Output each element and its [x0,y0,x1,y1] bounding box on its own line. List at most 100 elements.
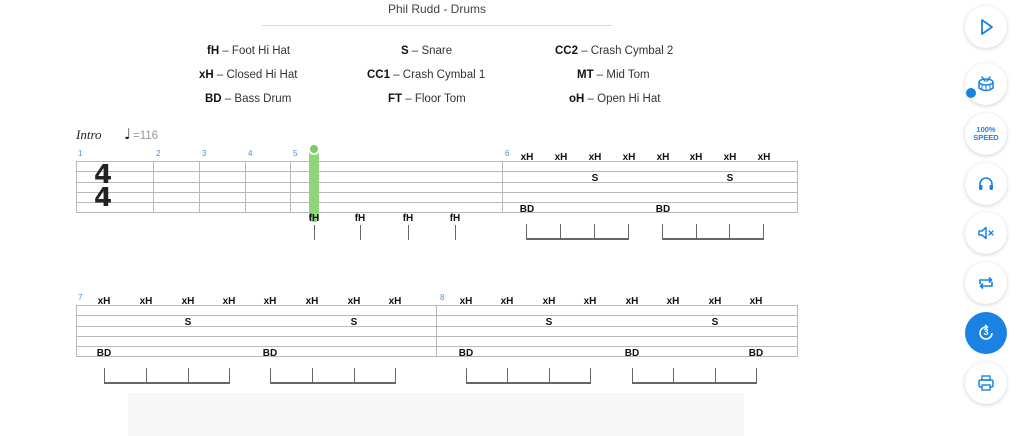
note-xH: xH [689,152,703,163]
note-stem [526,224,527,240]
note-xH: xH [625,296,639,307]
instrument-button[interactable] [965,63,1007,105]
legend-item-fH: fH – Foot Hi Hat [207,45,291,57]
count-in-value: 3 [983,327,989,337]
staff-line [76,305,798,306]
note-xH: xH [388,296,402,307]
note-xH: xH [181,296,195,307]
bar-number: 1 [78,149,83,158]
note-xH: xH [708,296,722,307]
playback-cursor[interactable] [309,148,319,222]
legend-item-BD: BD – Bass Drum [205,93,292,105]
bar-number: 3 [202,149,207,158]
note-xH: xH [757,152,771,163]
note-stem [395,368,396,384]
page-bottom-shade [128,393,744,436]
note-S: S [711,317,719,328]
note-xH: xH [542,296,556,307]
drum-icon [975,73,997,95]
legend-item-FT: FT – Floor Tom [388,93,466,105]
speed-button[interactable]: 100% SPEED [965,113,1007,155]
barline [76,305,77,357]
staff-line [76,315,798,316]
note-stem [715,368,716,384]
note-beam [662,238,764,240]
barline [502,161,503,213]
note-stem [408,225,409,240]
staff-line [76,346,798,347]
play-button[interactable] [965,6,1007,48]
section-label: Intro [76,127,102,142]
note-stem [549,368,550,384]
note-fH: fH [402,213,414,224]
mute-button[interactable] [965,212,1007,254]
note-BD: BD [519,204,535,215]
note-xH: xH [666,296,680,307]
note-stem [188,368,189,384]
note-xH: xH [263,296,277,307]
barline [245,161,246,213]
headphones-button[interactable] [965,163,1007,205]
barline [290,161,291,213]
loop-button[interactable] [965,262,1007,304]
barline [76,161,77,213]
print-button[interactable] [965,362,1007,404]
note-stem [270,368,271,384]
note-xH: xH [139,296,153,307]
legend-item-oH: oH – Open Hi Hat [569,93,661,105]
note-xH: xH [723,152,737,163]
headphones-icon [976,174,996,194]
note-xH: xH [459,296,473,307]
note-beam [466,382,591,384]
barline [199,161,200,213]
barline [797,161,798,213]
note-xH: xH [588,152,602,163]
time-signature-top: 4 [94,160,113,190]
staff-line [76,326,798,327]
note-beam [104,382,230,384]
note-xH: xH [622,152,636,163]
note-xH: xH [97,296,111,307]
count-in-icon: 3 [976,323,996,343]
loop-icon [976,273,996,293]
play-icon [976,17,996,37]
note-S: S [726,173,734,184]
note-BD: BD [624,348,640,359]
bar-number: 2 [156,149,161,158]
note-stem [594,224,595,240]
playback-cursor-handle[interactable] [308,143,320,155]
note-stem [628,224,629,240]
note-fH: fH [449,213,461,224]
legend-item-S: S – Snare [401,45,453,57]
note-stem [360,225,361,240]
note-fH: fH [308,213,320,224]
tempo-value: =116 [133,130,159,142]
count-in-button[interactable]: 3 [965,312,1007,354]
note-xH: xH [222,296,236,307]
barline [436,305,437,357]
note-xH: xH [305,296,319,307]
bar-number: 5 [293,149,298,158]
bar-number: 7 [78,293,83,302]
note-stem [354,368,355,384]
barline [797,305,798,357]
note-stem [662,224,663,240]
note-stem [146,368,147,384]
note-S: S [591,173,599,184]
title-divider [262,25,612,26]
staff-line [76,192,798,193]
staff-line [76,182,798,183]
note-stem [455,225,456,240]
legend-item-xH: xH – Closed Hi Hat [199,69,298,81]
note-stem [696,224,697,240]
note-stem [314,225,315,240]
note-BD: BD [748,348,764,359]
staff-line [76,171,798,172]
legend-item-MT: MT – Mid Tom [577,69,650,81]
note-stem [229,368,230,384]
note-beam [632,382,757,384]
time-signature-bottom: 4 [94,183,113,213]
staff-line [76,212,798,213]
print-icon [976,373,996,393]
note-stem [632,368,633,384]
